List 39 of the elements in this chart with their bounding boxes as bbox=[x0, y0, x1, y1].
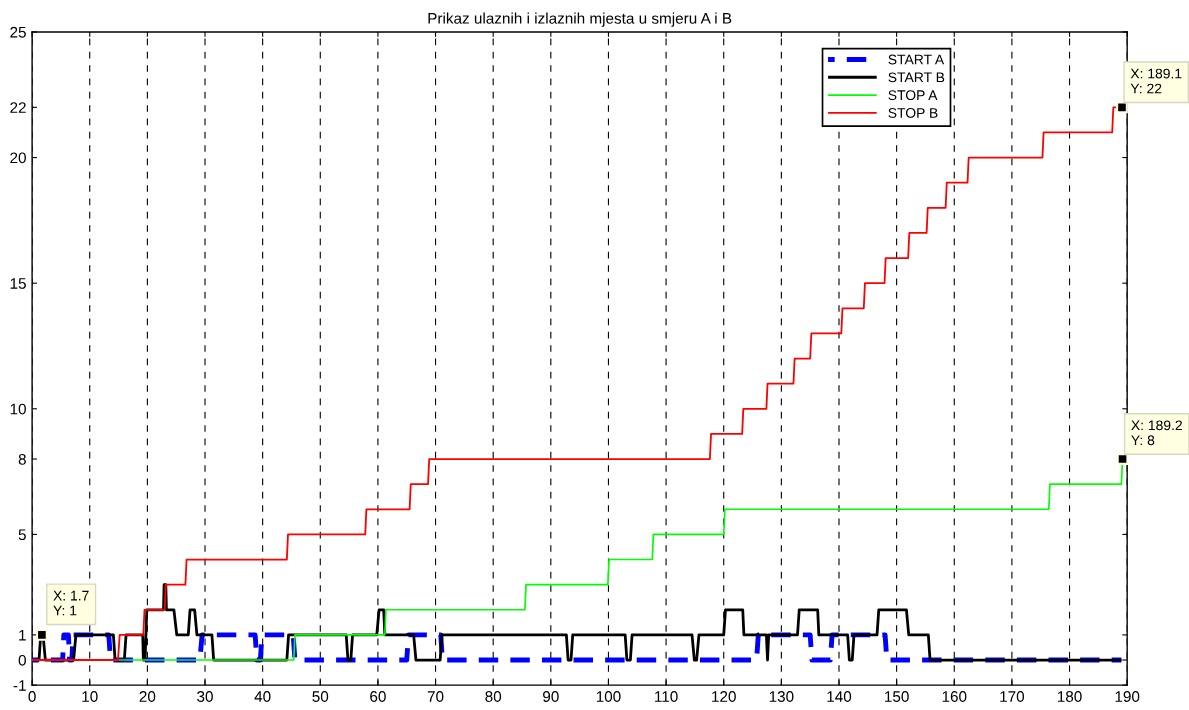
x-tick-label: 10 bbox=[82, 691, 98, 702]
annotation: X: 1.7 Y: 1 bbox=[53, 590, 89, 616]
annotation: X: 189.1 Y: 22 bbox=[1130, 68, 1182, 94]
x-tick-label: 100 bbox=[596, 691, 621, 702]
x-tick-label: 0 bbox=[28, 691, 36, 702]
x-tick-label: 170 bbox=[1000, 691, 1025, 702]
x-tick-label: 160 bbox=[942, 691, 967, 702]
legend-label: STOP B bbox=[888, 108, 938, 118]
x-tick-label: 60 bbox=[370, 691, 386, 702]
x-tick-label: 80 bbox=[485, 691, 502, 702]
y-tick-label: 22 bbox=[10, 102, 26, 113]
x-tick-label: 180 bbox=[1057, 691, 1082, 702]
y-tick-label: 25 bbox=[10, 26, 26, 38]
y-tick-label: 10 bbox=[10, 403, 26, 415]
y-tick-label: -1 bbox=[13, 680, 26, 691]
annotation: X: 189.2 Y: 8 bbox=[1131, 420, 1182, 446]
x-tick-label: 50 bbox=[312, 691, 329, 702]
y-tick-label: 1 bbox=[19, 629, 26, 641]
legend-label: START B bbox=[888, 72, 945, 83]
legend-label: START A bbox=[888, 54, 945, 65]
y-tick-label: 20 bbox=[10, 152, 26, 164]
legend-label: STOP A bbox=[888, 90, 938, 101]
x-tick-label: 140 bbox=[827, 691, 852, 702]
x-tick-label: 130 bbox=[769, 691, 794, 702]
y-tick-label: 5 bbox=[18, 529, 26, 541]
x-tick-label: 70 bbox=[427, 691, 444, 702]
x-tick-label: 30 bbox=[197, 691, 213, 702]
y-tick-label: 0 bbox=[18, 654, 26, 666]
x-tick-label: 190 bbox=[1115, 691, 1140, 702]
x-tick-label: 20 bbox=[139, 691, 156, 702]
x-tick-label: 40 bbox=[254, 691, 271, 702]
x-tick-label: 150 bbox=[885, 691, 909, 702]
x-tick-label: 120 bbox=[712, 691, 736, 702]
y-tick-label: 8 bbox=[18, 453, 26, 465]
x-tick-label: 90 bbox=[543, 691, 559, 702]
chart-title: Prikaz ulaznih i izlaznih mjesta u smjeru A i B bbox=[428, 12, 732, 27]
y-tick-label: 15 bbox=[10, 278, 26, 289]
x-tick-label: 110 bbox=[655, 691, 678, 702]
point bbox=[36, 629, 48, 641]
